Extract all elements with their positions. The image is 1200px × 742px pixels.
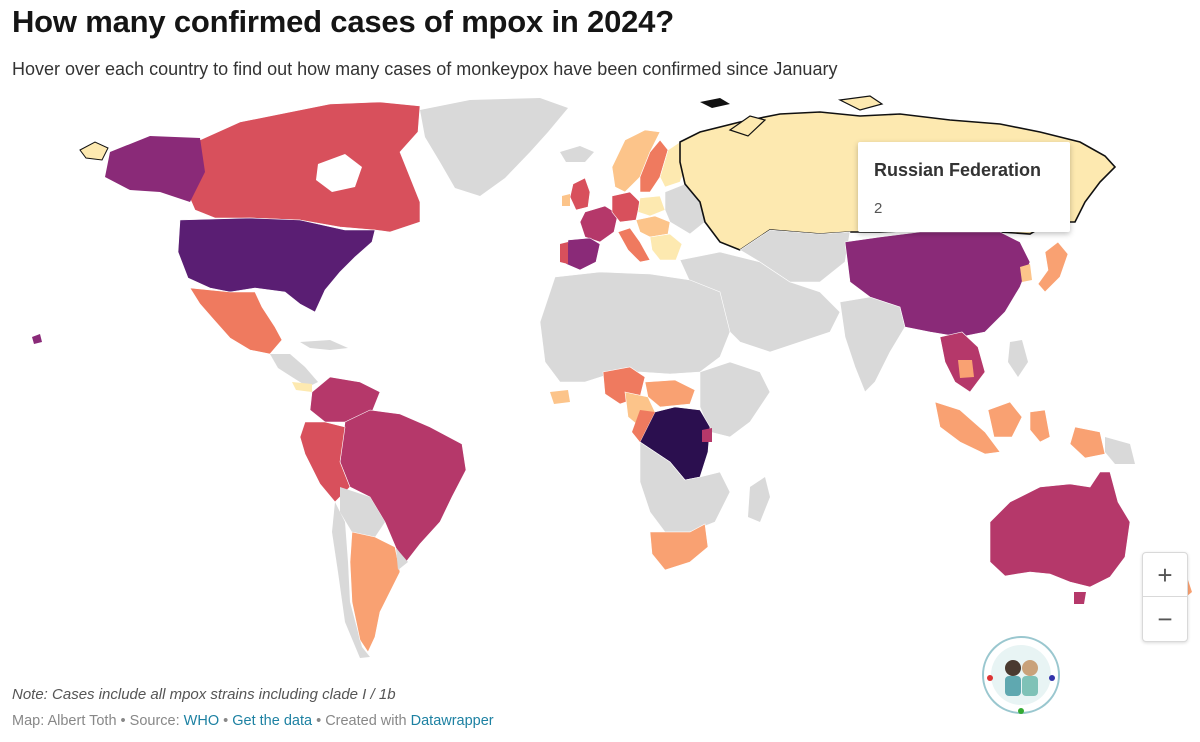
zoom-out-button[interactable]: −: [1157, 604, 1173, 634]
footer-get-data-link[interactable]: Get the data: [232, 713, 313, 729]
country-tasmania[interactable]: [1074, 592, 1086, 604]
country-argentina[interactable]: [349, 531, 401, 653]
travel-blog-logo-icon: [980, 634, 1062, 721]
country-usa[interactable]: [177, 217, 376, 313]
region-horn-east-africa[interactable]: [699, 361, 771, 438]
country-panama[interactable]: [292, 382, 312, 392]
country-south-korea[interactable]: [1020, 264, 1032, 282]
country-australia[interactable]: [989, 471, 1131, 588]
footer-separator: • Created with: [312, 713, 411, 729]
region-caribbean[interactable]: [300, 340, 348, 350]
zoom-controls: + −: [1142, 552, 1188, 642]
country-iceland[interactable]: [560, 146, 594, 162]
region-southern-africa[interactable]: [639, 441, 731, 533]
region-central-europe[interactable]: [635, 215, 671, 238]
chart-footer: Map: Albert Toth • Source: WHO • Get the…: [12, 713, 494, 729]
region-central-asia[interactable]: [739, 229, 851, 283]
country-canada[interactable]: [177, 101, 421, 233]
country-philippines[interactable]: [1008, 340, 1028, 377]
region-central-america[interactable]: [270, 354, 318, 387]
zoom-in-button[interactable]: +: [1143, 553, 1187, 597]
world-map-svg[interactable]: [0, 92, 1200, 677]
country-laos-cambodia[interactable]: [958, 360, 974, 378]
island-severnaya-zemlya[interactable]: [837, 95, 884, 111]
region-sulawesi-papua[interactable]: [1029, 409, 1106, 459]
country-india[interactable]: [839, 296, 906, 393]
chart-title: How many confirmed cases of mpox in 2024…: [12, 4, 674, 39]
country-mexico[interactable]: [189, 287, 283, 355]
footer-source-link[interactable]: WHO: [183, 713, 220, 729]
country-tooltip: Russian Federation 2: [858, 142, 1070, 232]
footer-separator: • Source:: [116, 713, 184, 729]
hudson-bay: [316, 154, 362, 192]
country-poland[interactable]: [637, 195, 666, 217]
footer-datawrapper-link[interactable]: Datawrapper: [410, 713, 494, 729]
island-yellow-alaska[interactable]: [79, 141, 109, 161]
country-south-africa[interactable]: [649, 523, 709, 571]
tooltip-country-name: Russian Federation: [874, 160, 1042, 180]
country-china[interactable]: [844, 231, 1031, 338]
country-congo[interactable]: [632, 410, 655, 442]
footer-map-credit: Map: Albert Toth: [12, 713, 117, 729]
country-uruguay[interactable]: [396, 548, 408, 570]
country-car[interactable]: [644, 379, 696, 408]
island-hawaii[interactable]: [32, 334, 42, 344]
region-bolivia-paraguay[interactable]: [340, 487, 385, 537]
island-novaya-zemlya[interactable]: [728, 115, 767, 137]
country-portugal[interactable]: [560, 242, 568, 264]
country-burundi-rwanda[interactable]: [702, 428, 712, 442]
region-north-africa[interactable]: [539, 271, 731, 383]
country-indonesia[interactable]: [934, 401, 1001, 455]
region-borneo[interactable]: [987, 401, 1023, 438]
country-greenland[interactable]: [420, 98, 568, 196]
tooltip-case-count: 2: [874, 200, 883, 217]
footer-separator: •: [219, 713, 233, 729]
country-uk[interactable]: [569, 177, 591, 211]
country-chile[interactable]: [332, 502, 370, 658]
country-brazil[interactable]: [339, 409, 467, 563]
country-japan[interactable]: [1037, 241, 1069, 293]
country-alaska[interactable]: [105, 136, 205, 202]
country-italy[interactable]: [617, 227, 651, 263]
country-spain[interactable]: [565, 237, 601, 271]
world-map[interactable]: [0, 92, 1200, 677]
country-west-africa[interactable]: [550, 390, 570, 404]
country-madagascar[interactable]: [748, 477, 770, 522]
island-svalbard[interactable]: [700, 98, 730, 108]
chart-subtitle: Hover over each country to find out how …: [12, 59, 838, 79]
region-balkans[interactable]: [649, 233, 683, 261]
country-ireland[interactable]: [562, 194, 570, 206]
chart-note: Note: Cases include all mpox strains inc…: [12, 686, 396, 703]
country-png[interactable]: [1105, 437, 1135, 464]
country-france[interactable]: [579, 205, 619, 243]
country-germany[interactable]: [611, 191, 641, 223]
